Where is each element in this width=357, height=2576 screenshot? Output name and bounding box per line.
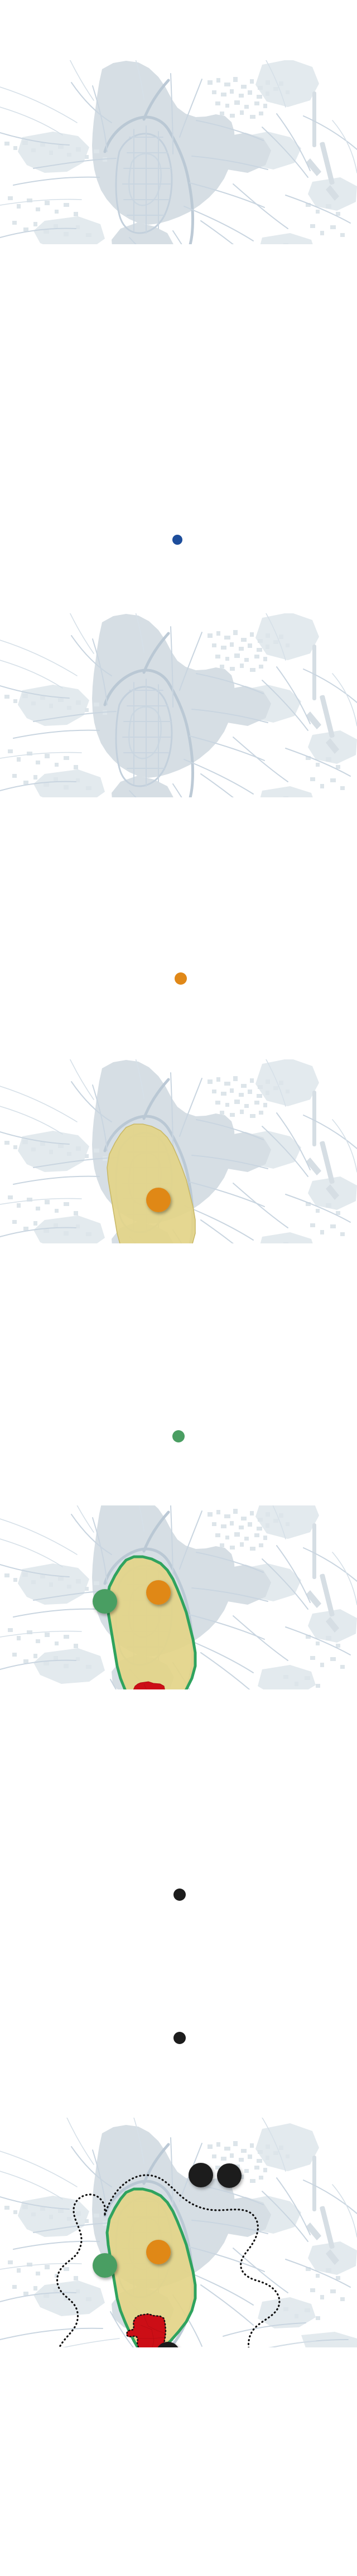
black-marker-3[interactable] — [156, 2342, 180, 2347]
red-district-inner-roads — [143, 1683, 147, 1689]
orange-marker[interactable] — [146, 1188, 171, 1212]
map-panel-green-boundary-green-marker[interactable] — [0, 1505, 357, 1689]
legend-dot-orange[interactable] — [175, 972, 187, 985]
green-boundary-outline[interactable] — [105, 2187, 197, 2347]
red-district-inner-roads — [137, 2316, 165, 2347]
map-svg-1 — [0, 60, 357, 244]
map-panel-basemap-red-district[interactable] — [0, 60, 357, 244]
yellow-zone-polygon[interactable] — [107, 1124, 196, 1243]
red-district-polygon[interactable] — [126, 2313, 166, 2347]
black-marker-2[interactable] — [217, 2163, 242, 2188]
black-marker-1[interactable] — [189, 2163, 213, 2187]
map-panel-all-layers-dotted-boundary[interactable] — [0, 2091, 357, 2347]
orange-marker[interactable] — [146, 2240, 171, 2264]
red-district-polygon[interactable] — [127, 1681, 166, 1689]
green-marker[interactable] — [93, 1589, 117, 1614]
orange-marker[interactable] — [146, 1580, 171, 1605]
green-boundary-outline[interactable] — [105, 1555, 197, 1689]
map-panel-yellow-zone-orange-marker[interactable] — [0, 1059, 357, 1243]
dotted-administrative-boundary[interactable] — [56, 2174, 281, 2347]
map-svg-5 — [0, 2091, 357, 2347]
green-marker[interactable] — [93, 2253, 117, 2278]
legend-dot-black-1[interactable] — [173, 1889, 186, 1901]
map-svg-4 — [0, 1505, 357, 1689]
legend-dot-green[interactable] — [172, 1430, 185, 1442]
legend-dot-blue[interactable] — [172, 535, 182, 545]
map-svg-3 — [0, 1059, 357, 1243]
map-svg-2 — [0, 613, 357, 797]
legend-dot-black-2[interactable] — [173, 2032, 186, 2044]
map-panel-red-district-blue-marker[interactable] — [0, 613, 357, 797]
